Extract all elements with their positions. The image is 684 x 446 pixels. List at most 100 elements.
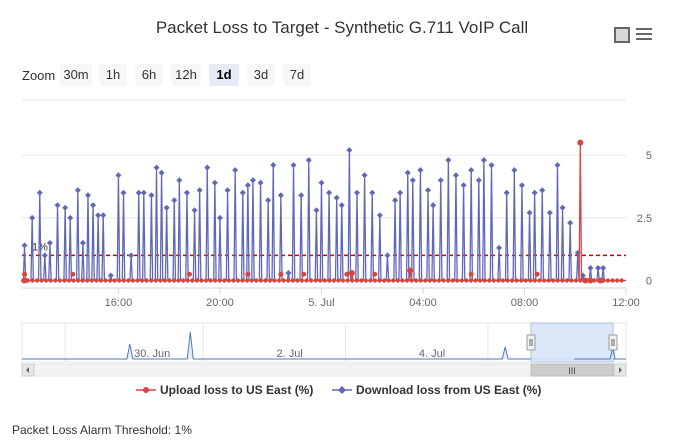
baseline-marker — [254, 278, 259, 283]
data-point — [313, 207, 320, 214]
baseline-marker — [190, 278, 195, 283]
navigator-label: 2. Jul — [277, 348, 303, 360]
baseline-marker — [222, 278, 227, 283]
baseline-marker — [226, 278, 231, 283]
baseline-marker — [89, 278, 94, 283]
data-point — [54, 202, 61, 209]
baseline-marker — [555, 278, 560, 283]
baseline-marker — [235, 278, 240, 283]
data-point — [211, 179, 218, 186]
baseline-marker — [436, 278, 441, 283]
baseline-marker — [327, 278, 332, 283]
baseline-marker — [172, 278, 177, 283]
hamburger-menu-icon[interactable] — [636, 28, 652, 42]
navigator-handle-right[interactable] — [608, 334, 618, 351]
baseline-marker — [258, 278, 263, 283]
baseline-marker — [473, 278, 478, 283]
data-point — [22, 271, 28, 277]
zoom-button-7d[interactable]: 7d — [283, 64, 311, 86]
x-tick-label: 5. Jul — [308, 297, 334, 309]
data-point — [404, 169, 411, 176]
zoom-button-3d[interactable]: 3d — [247, 64, 275, 86]
baseline-marker — [345, 278, 350, 283]
data-point — [577, 139, 584, 146]
data-point — [257, 179, 264, 186]
baseline-marker — [336, 278, 341, 283]
zoom-button-6h[interactable]: 6h — [135, 64, 163, 86]
data-point — [546, 209, 553, 216]
navigator-frame — [21, 322, 627, 363]
data-point — [183, 189, 190, 196]
zoom-button-1h[interactable]: 1h — [99, 64, 127, 86]
baseline-marker — [391, 278, 396, 283]
baseline-marker — [478, 278, 483, 283]
baseline-marker — [231, 278, 236, 283]
data-point — [163, 204, 170, 211]
x-tick-label: 12:00 — [612, 297, 640, 309]
data-point — [70, 271, 76, 277]
baseline-marker — [537, 278, 542, 283]
baseline-marker — [404, 278, 409, 283]
chevron-left-icon — [26, 367, 29, 373]
zoom-button-12h[interactable]: 12h — [171, 64, 201, 86]
zoom-button-1d[interactable]: 1d — [209, 64, 239, 86]
baseline-marker — [240, 278, 245, 283]
data-point — [425, 187, 432, 194]
upload-series — [21, 139, 626, 284]
threshold-footer-note: Packet Loss Alarm Threshold: 1% — [12, 423, 192, 437]
chart-menu-area — [614, 26, 658, 44]
baseline-marker — [135, 278, 140, 283]
baseline-marker — [39, 278, 44, 283]
data-point — [597, 277, 604, 284]
navigator-selection — [530, 322, 614, 363]
data-point — [488, 162, 495, 169]
data-point — [290, 162, 297, 169]
zoom-label: Zoom — [22, 68, 56, 83]
data-point — [318, 179, 325, 186]
scrollbar-thumb[interactable] — [530, 363, 614, 377]
data-point — [511, 167, 518, 174]
data-point — [534, 271, 540, 277]
y-tick-label: 0 — [646, 275, 652, 287]
x-tick-label: 16:00 — [105, 297, 133, 309]
data-point — [480, 157, 487, 164]
data-point — [245, 271, 251, 277]
data-point — [554, 162, 561, 169]
data-point — [437, 177, 444, 184]
data-point — [95, 212, 102, 219]
upload-legend-label[interactable]: Upload loss to US East (%) — [160, 383, 313, 397]
data-point — [468, 167, 475, 174]
baseline-marker — [203, 278, 208, 283]
data-point — [539, 187, 546, 194]
square-icon[interactable] — [614, 27, 630, 43]
navigator-label: 30. Jun — [134, 348, 170, 360]
data-point — [298, 192, 305, 199]
data-point — [407, 267, 414, 274]
baseline-marker — [505, 278, 510, 283]
baseline-marker — [98, 278, 103, 283]
y-tick-label: 5 — [646, 150, 652, 162]
baseline-marker — [71, 278, 76, 283]
data-point — [277, 192, 284, 199]
baseline-marker — [468, 278, 473, 283]
download-legend-label[interactable]: Download loss from US East (%) — [356, 383, 541, 397]
baseline-marker — [121, 278, 126, 283]
baseline-marker — [341, 278, 346, 283]
baseline-marker — [213, 278, 218, 283]
baseline-marker — [185, 278, 190, 283]
baseline-marker — [423, 278, 428, 283]
zoom-button-30m[interactable]: 30m — [60, 64, 92, 86]
baseline-marker — [574, 278, 579, 283]
baseline-marker — [400, 278, 405, 283]
data-point — [344, 271, 350, 277]
baseline-marker — [373, 278, 378, 283]
x-tick-label: 04:00 — [409, 297, 437, 309]
baseline-marker — [532, 278, 537, 283]
navigator-handle-left[interactable] — [526, 334, 536, 351]
data-point — [409, 177, 416, 184]
series-line — [22, 150, 626, 282]
baseline-marker — [542, 278, 547, 283]
baseline-marker — [432, 278, 437, 283]
scrollbar-grip: III — [568, 366, 576, 376]
baseline-marker — [619, 278, 624, 283]
